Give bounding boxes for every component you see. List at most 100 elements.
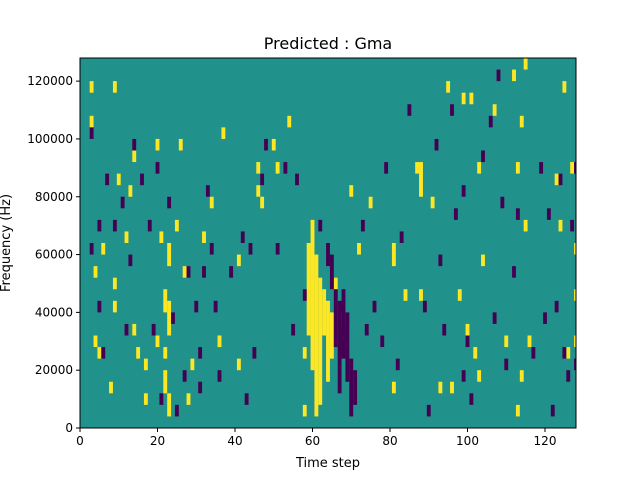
heatmap-cell-high [519, 370, 524, 382]
heatmap-cell-low [574, 162, 576, 174]
heatmap-cell-low [198, 381, 203, 394]
heatmap-cell-low [531, 347, 536, 359]
heatmap-cell-high [566, 347, 571, 359]
heatmap-cell-low [349, 358, 354, 417]
heatmap-cell-low [283, 162, 288, 174]
heatmap-cell-high [174, 219, 179, 232]
heatmap-cell-high [101, 243, 106, 255]
x-tick-label: 80 [382, 434, 397, 448]
heatmap-cell-low [252, 347, 257, 359]
heatmap-cell-high [318, 277, 323, 405]
heatmap-cell-low [345, 312, 350, 382]
heatmap-cell-low [326, 243, 330, 267]
heatmap-cell-high [109, 381, 113, 394]
y-tick-label: 0 [65, 421, 73, 435]
heatmap-cell-high [221, 127, 226, 139]
heatmap-cell-high [93, 335, 98, 348]
heatmap-cell-low [465, 335, 470, 348]
heatmap-cell-low [422, 300, 427, 313]
heatmap-cell-low [194, 300, 199, 313]
heatmap-cell-low [264, 138, 268, 151]
y-axis: 0 20000 40000 60000 80000 100000 120000 [27, 74, 80, 435]
heatmap-cell-high [446, 81, 451, 93]
heatmap-cell-high [570, 162, 575, 174]
heatmap-cell-low [407, 104, 412, 116]
heatmap-cell-low [182, 370, 187, 382]
heatmap-cell-high [469, 92, 474, 105]
heatmap-cell-high [477, 162, 482, 174]
heatmap-cell-high [391, 243, 396, 267]
heatmap-cell-high [322, 289, 327, 336]
heatmap-cell-low [442, 323, 447, 336]
heatmap-cell-low [570, 219, 575, 232]
heatmap-cell-high [236, 254, 241, 267]
heatmap-cell-low [488, 115, 493, 128]
heatmap-cell-high [167, 393, 172, 417]
heatmap-cell-high [89, 81, 94, 93]
heatmap-cell-low [329, 254, 334, 290]
heatmap-cell-low [128, 254, 133, 267]
heatmap-cell-high [143, 358, 148, 371]
y-tick-label: 20000 [35, 363, 73, 377]
heatmap-cell-high [515, 162, 520, 174]
heatmap-cell-high [349, 185, 354, 197]
heatmap-cell-high [326, 300, 330, 382]
heatmap-cell-high [163, 289, 168, 313]
heatmap-cell-high [574, 243, 576, 255]
heatmap-cell-low [295, 173, 299, 186]
y-tick-label: 120000 [27, 74, 73, 88]
plot-frame [79, 57, 577, 429]
high-value-cells [89, 58, 576, 417]
heatmap-cell-low [124, 323, 129, 336]
heatmap-cell-high [178, 138, 183, 151]
heatmap-cell-high [116, 173, 121, 186]
heatmap-cell-low [450, 104, 454, 116]
heatmap-cell-low [260, 173, 265, 186]
heatmap-cell-high [112, 277, 117, 290]
heatmap-cell-high [190, 358, 195, 371]
heatmap-cell-high [159, 231, 164, 243]
heatmap-cell-high [275, 162, 280, 174]
heatmap-cell-high [310, 219, 315, 371]
heatmap-cell-low [438, 254, 443, 267]
heatmap-cell-low [186, 266, 191, 278]
heatmap-cell-high [457, 289, 462, 301]
heatmap-cell-high [329, 312, 334, 359]
heatmap-cell-low [546, 208, 551, 220]
heatmap-cell-low [333, 289, 338, 348]
heatmap-cell-high [465, 323, 470, 336]
heatmap-cell-low [399, 231, 404, 243]
heatmap-cell-high [209, 196, 214, 209]
heatmap-cell-high [306, 243, 311, 336]
heatmap-cell-high [357, 243, 361, 255]
heatmap-cell-high [182, 266, 187, 278]
heatmap-cell-high [527, 335, 532, 348]
heatmap-cell-low [244, 393, 249, 405]
heatmap-cell-high [155, 335, 160, 348]
heatmap-cell-low [101, 347, 106, 359]
heatmap-cell-low [318, 219, 323, 232]
heatmap-cell-low [461, 370, 466, 382]
y-tick-label: 40000 [35, 305, 73, 319]
heatmap-cell-low [469, 393, 474, 405]
heatmap-cell-high [492, 104, 497, 116]
heatmap-cell-high [132, 150, 137, 163]
heatmap-cell-high [271, 138, 276, 151]
heatmap-cell-high [481, 254, 485, 267]
y-tick-label: 60000 [35, 248, 73, 262]
heatmap-cell-high [302, 404, 307, 417]
heatmap-cell-low [89, 243, 94, 255]
heatmap-cell-high [93, 266, 98, 278]
heatmap-cell-low [97, 300, 102, 313]
heatmap-cell-low [512, 266, 516, 278]
heatmap-cell-low [461, 185, 466, 197]
heatmap-cell-low [120, 196, 125, 209]
heatmap-cell-low [209, 243, 214, 255]
heatmap-cell-high [419, 162, 423, 197]
heatmap-cell-high [97, 347, 102, 359]
heatmap-cell-low [167, 196, 172, 209]
x-tick-label: 20 [150, 434, 165, 448]
heatmap-cell-high [132, 323, 137, 336]
